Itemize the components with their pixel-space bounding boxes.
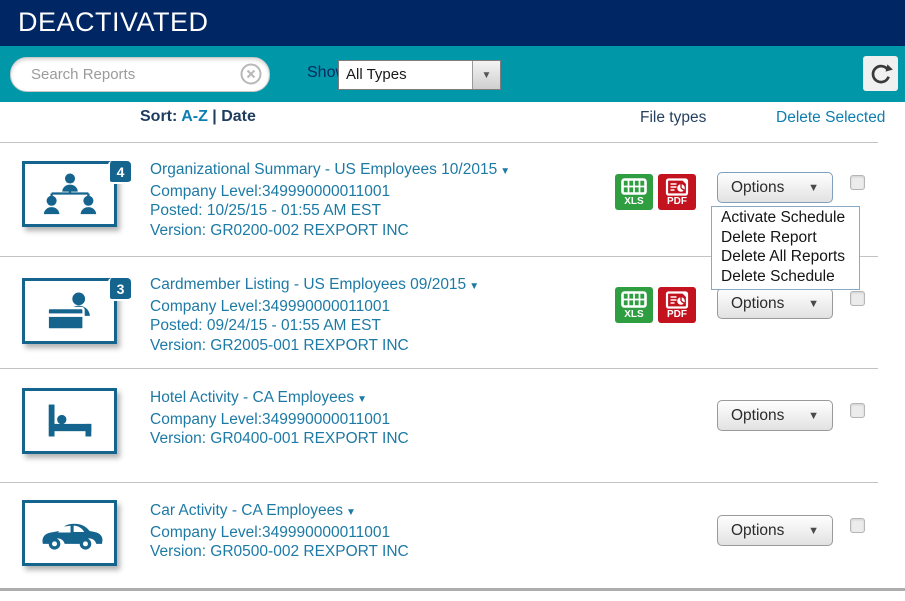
version-info: Version: GR0500-002 REXPORT INC [150,543,409,560]
pdf-file-icon[interactable]: PDF [658,287,696,323]
version-info: Version: GR2005-001 REXPORT INC [150,336,409,354]
sort-az-link[interactable]: A-Z [181,108,208,125]
version-info: Version: GR0200-002 REXPORT INC [150,221,409,239]
options-label: Options [731,178,785,196]
report-count-badge: 3 [108,278,131,301]
type-filter-select[interactable]: All Types ▼ [338,60,501,90]
company-level: Company Level:349990000011001 [150,297,391,315]
chevron-down-icon[interactable]: ▼ [472,61,500,89]
options-menu: Activate Schedule Delete Report Delete A… [711,206,860,290]
report-row-organizational-summary: 4 Organizational Summary - US Employees … [0,142,905,290]
report-icon-box [22,278,117,344]
select-report-checkbox[interactable] [850,175,865,190]
page-header: DEACTIVATED [0,0,905,46]
sort-label: Sort: [140,108,182,125]
row-divider [0,368,878,369]
report-icon-box [22,388,117,454]
org-chart-icon [43,173,96,215]
chevron-down-icon: ▼ [808,409,819,422]
list-bottom-divider [0,588,905,591]
spreadsheet-grid-icon [621,290,647,308]
select-report-checkbox[interactable] [850,518,865,533]
options-label: Options [731,406,785,424]
posted-date: Posted: 10/25/15 - 01:55 AM EST [150,202,381,219]
company-level: Company Level:349990000011001 [150,182,391,200]
options-dropdown-button[interactable]: Options ▼ [717,400,833,431]
delete-selected-link[interactable]: Delete Selected [776,109,886,126]
report-title-text: Organizational Summary - US Employees 10… [150,161,498,178]
car-icon [41,523,102,550]
row-divider [0,256,878,257]
report-title-text: Car Activity - CA Employees [150,502,343,519]
row-divider [0,142,878,143]
cardmember-icon [46,292,90,331]
options-label: Options [731,521,785,539]
report-count-badge: 4 [108,161,131,184]
select-report-checkbox[interactable] [850,403,865,418]
sort-controls: Sort: A-Z | Date [140,108,256,126]
company-level: Company Level:349990000011001 [150,410,391,428]
report-row-hotel-activity: Hotel Activity - CA Employees ▼ Company L… [0,368,905,482]
report-title-text: Cardmember Listing - US Employees 09/201… [150,276,467,293]
spreadsheet-grid-icon [621,177,647,195]
report-title[interactable]: Organizational Summary - US Employees 10… [150,160,510,182]
options-dropdown-button[interactable]: Options ▼ [717,172,833,203]
clear-search-icon[interactable] [240,63,262,85]
row-divider [0,482,878,483]
xls-file-icon[interactable]: XLS [615,174,653,210]
refresh-button[interactable] [863,56,898,91]
report-title-text: Hotel Activity - CA Employees [150,389,355,406]
version-info: Version: GR0400-001 REXPORT INC [150,430,409,447]
chevron-down-icon: ▼ [500,166,511,177]
menu-item-delete-all-reports[interactable]: Delete All Reports [721,248,846,265]
page-title: DEACTIVATED [18,7,209,37]
report-icon-box [22,161,117,227]
options-dropdown-button[interactable]: Options ▼ [717,288,833,319]
chevron-down-icon: ▼ [808,297,819,310]
sort-date-link[interactable]: Date [221,108,256,125]
xls-file-icon[interactable]: XLS [615,287,653,323]
report-icon-box [22,500,117,566]
chevron-down-icon: ▼ [808,181,819,194]
chevron-down-icon: ▼ [808,524,819,537]
sort-separator: | [207,108,222,125]
company-level: Company Level:349990000011001 [150,523,391,541]
posted-date: Posted: 09/24/15 - 01:55 AM EST [150,317,381,334]
pdf-label: PDF [667,308,687,320]
report-title[interactable]: Car Activity - CA Employees ▼ [150,501,409,523]
report-row-car-activity: Car Activity - CA Employees ▼ Company Lev… [0,482,905,588]
report-row-cardmember-listing: 3 Cardmember Listing - US Employees 09/2… [0,256,905,368]
pdf-file-icon[interactable]: PDF [658,174,696,210]
options-label: Options [731,294,785,312]
refresh-icon [871,63,893,83]
type-filter-value: All Types [346,66,407,83]
report-title[interactable]: Cardmember Listing - US Employees 09/201… [150,275,479,297]
chevron-down-icon: ▼ [469,281,480,292]
chevron-down-icon: ▼ [345,507,356,518]
search-box[interactable] [10,57,270,92]
report-title[interactable]: Hotel Activity - CA Employees ▼ [150,388,409,410]
xls-label: XLS [624,195,644,207]
filter-toolbar: Show: All Types ▼ [0,46,905,102]
xls-label: XLS [624,308,644,320]
hotel-bed-icon [48,404,91,437]
pdf-document-icon [665,290,689,309]
chevron-down-icon: ▼ [357,394,368,405]
menu-item-activate-schedule[interactable]: Activate Schedule [721,209,846,226]
select-report-checkbox[interactable] [850,291,865,306]
search-input[interactable] [29,59,233,90]
pdf-label: PDF [667,195,687,207]
menu-item-delete-report[interactable]: Delete Report [721,228,817,246]
options-dropdown-button[interactable]: Options ▼ [717,515,833,546]
pdf-document-icon [665,177,689,196]
file-types-column-label: File types [640,109,707,126]
menu-item-delete-schedule[interactable]: Delete Schedule [721,267,835,285]
